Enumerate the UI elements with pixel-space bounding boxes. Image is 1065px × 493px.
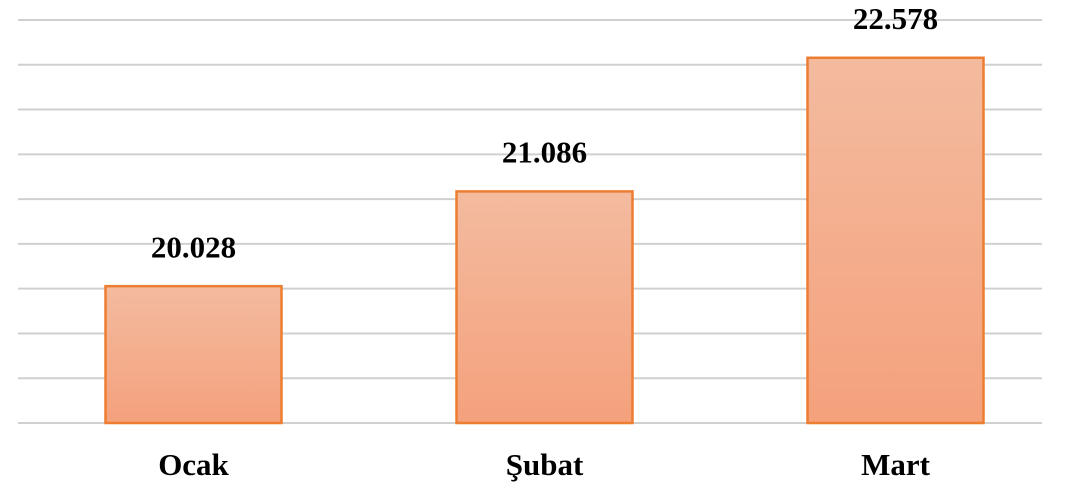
value-label: 20.028	[151, 229, 236, 264]
bar	[806, 56, 985, 425]
bar	[455, 190, 634, 425]
value-label: 22.578	[853, 1, 938, 36]
x-tick-label: Ocak	[158, 447, 229, 482]
x-tick-label: Şubat	[506, 447, 584, 482]
value-label: 21.086	[502, 135, 587, 170]
x-tick-label: Mart	[861, 447, 931, 482]
bar	[104, 284, 283, 425]
